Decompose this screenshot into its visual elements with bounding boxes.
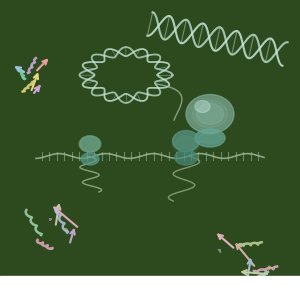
Ellipse shape [199,133,221,143]
Ellipse shape [172,130,200,152]
Ellipse shape [80,137,100,151]
Ellipse shape [195,100,210,112]
Ellipse shape [195,129,225,147]
Ellipse shape [186,94,234,134]
Ellipse shape [175,136,197,152]
Ellipse shape [81,153,99,165]
Ellipse shape [188,98,232,130]
Ellipse shape [80,136,100,152]
Ellipse shape [78,136,101,152]
Bar [0,276,300,300]
Ellipse shape [193,100,228,127]
Ellipse shape [172,134,200,154]
Ellipse shape [175,150,197,165]
Ellipse shape [196,132,224,144]
Ellipse shape [196,103,224,124]
